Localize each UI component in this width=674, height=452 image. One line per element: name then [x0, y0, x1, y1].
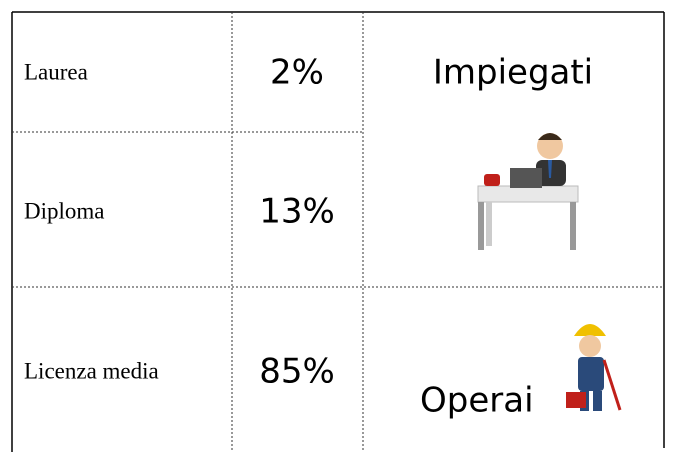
- cell: Licenza media: [24, 358, 159, 383]
- cell: 85%: [259, 352, 335, 392]
- group-label: Operai: [420, 381, 534, 421]
- worker-icon: [566, 324, 622, 411]
- cell: Laurea: [24, 59, 88, 84]
- group-label: Impiegati: [433, 53, 593, 93]
- cell: 13%: [259, 192, 335, 232]
- cell: Diploma: [24, 198, 105, 223]
- office-icon: [477, 133, 579, 250]
- cell: 2%: [270, 53, 324, 93]
